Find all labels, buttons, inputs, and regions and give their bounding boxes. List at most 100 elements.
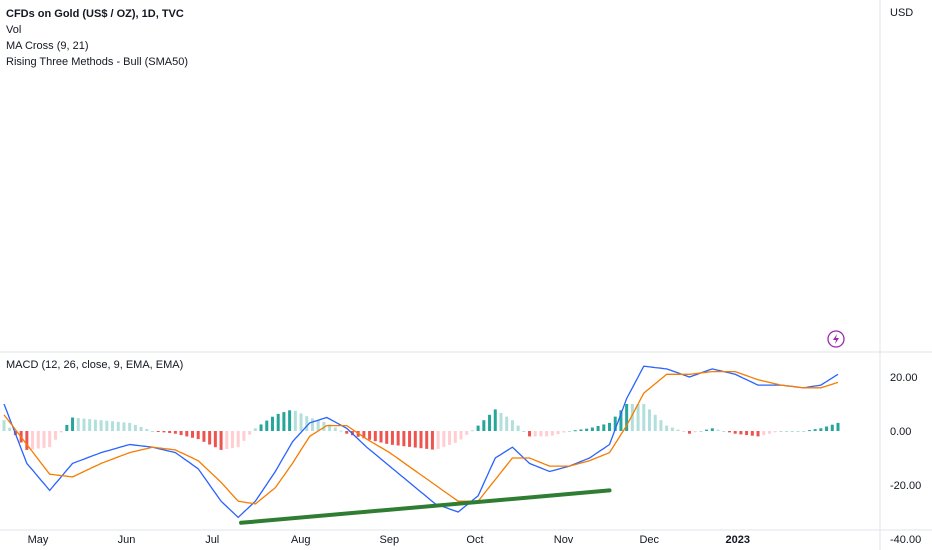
macd-histogram-bar [270, 416, 274, 431]
macd-histogram-bar [693, 431, 697, 433]
macd-histogram-bar [562, 431, 566, 433]
macd-histogram-bar [65, 424, 69, 431]
macd-histogram-bar [727, 431, 731, 433]
macd-histogram-bar [225, 431, 229, 449]
macd-histogram-bar [676, 429, 680, 431]
volume-label[interactable]: Vol [6, 24, 22, 36]
macd-histogram-bar [533, 431, 537, 437]
time-tick-label: Nov [554, 534, 574, 546]
macd-histogram-bar [807, 430, 811, 432]
macd-histogram-bar [790, 431, 794, 432]
macd-histogram-bar [453, 431, 457, 443]
macd-histogram-bar [333, 427, 337, 431]
macd-histogram-bar [133, 424, 137, 431]
macd-histogram-bar [293, 410, 297, 431]
macd-histogram-bar [465, 431, 469, 435]
macd-histogram-bar [88, 419, 92, 431]
macd-histogram-bar [213, 431, 217, 448]
macd-histogram-bar [756, 431, 760, 437]
chart-legend: CFDs on Gold (US$ / OZ), 1D, TVC Vol MA … [6, 6, 188, 70]
macd-histogram-bar [830, 424, 834, 431]
macd-histogram-bar [316, 420, 320, 431]
macd-histogram-bar [76, 418, 80, 431]
macd-histogram-bar [242, 431, 246, 441]
time-tick-label: Oct [466, 534, 483, 546]
macd-histogram-bar [568, 431, 572, 432]
macd-histogram-bar [665, 425, 669, 431]
macd-histogram-bar [339, 430, 343, 432]
macd-histogram-bar [682, 431, 686, 432]
macd-histogram-bar [151, 431, 155, 432]
macd-histogram-bar [59, 431, 63, 433]
macd-histogram-bar [36, 431, 40, 449]
macd-histogram-bar [687, 431, 691, 434]
pattern-label[interactable]: Rising Three Methods - Bull (SMA50) [6, 56, 188, 68]
macd-histogram-bar [288, 410, 292, 431]
macd-histogram-bar [699, 431, 703, 432]
macd-histogram-bar [305, 416, 309, 431]
macd-tick-label: -40.00 [890, 534, 921, 546]
macd-legend[interactable]: MACD (12, 26, close, 9, EMA, EMA) [6, 359, 184, 371]
macd-histogram-bar [716, 429, 720, 431]
macd-histogram-bar [625, 404, 629, 431]
macd-histogram-bar [705, 429, 709, 431]
macd-histogram-bar [248, 431, 252, 435]
macd-histogram-bar [173, 431, 177, 434]
symbol-title[interactable]: CFDs on Gold (US$ / OZ), 1D, TVC [6, 8, 184, 20]
macd-histogram-bar [419, 431, 423, 449]
macd-histogram-bar [328, 424, 332, 431]
lightning-icon-bolt [833, 334, 839, 344]
macd-histogram-bar [516, 425, 520, 431]
macd-histogram-bar [779, 431, 783, 432]
macd-histogram-bar [539, 431, 543, 437]
macd-histogram-bar [162, 431, 166, 433]
macd-histogram-bar [442, 431, 446, 447]
macd-histogram-bar [647, 409, 651, 431]
macd-histogram-bar [168, 431, 172, 434]
macd-histogram-bar [99, 420, 103, 431]
macd-histogram-bar [653, 414, 657, 431]
macd-histogram-bar [739, 431, 743, 435]
macd-histogram-bar [773, 431, 777, 433]
macd-histogram-bar [505, 416, 509, 431]
macd-histogram-bar [48, 431, 52, 448]
macd-histogram-bar [111, 421, 115, 431]
time-tick-label: May [28, 534, 49, 546]
macd-pane [2, 365, 840, 519]
time-tick-label: Aug [291, 534, 311, 546]
macd-histogram-bar [545, 431, 549, 437]
macd-histogram-bar [282, 412, 286, 431]
macd-histogram-bar [208, 431, 212, 445]
macd-histogram-bar [733, 431, 737, 434]
macd-histogram-bar [299, 413, 303, 431]
ma-cross-label[interactable]: MA Cross (9, 21) [6, 40, 89, 52]
macd-histogram-bar [345, 431, 349, 434]
macd-histogram-bar [430, 431, 434, 450]
macd-histogram-bar [619, 410, 623, 431]
macd-histogram-bar [53, 431, 57, 440]
macd-histogram-bar [202, 431, 206, 442]
macd-histogram-bar [813, 429, 817, 431]
macd-histogram-bar [796, 431, 800, 432]
macd-histogram-bar [385, 431, 389, 444]
macd-histogram-bar [8, 427, 12, 431]
macd-histogram-bar [630, 404, 634, 431]
macd-histogram-bar [219, 431, 223, 450]
macd-histogram-bar [722, 431, 726, 432]
macd-histogram-bar [179, 431, 183, 436]
macd-histogram-bar [116, 421, 120, 431]
macd-histogram-bar [482, 420, 486, 431]
macd-tick-label: 20.00 [890, 372, 918, 384]
macd-histogram-bar [122, 422, 126, 431]
macd-histogram-bar [230, 431, 234, 449]
macd-histogram-bar [425, 431, 429, 449]
time-tick-label: Jun [118, 534, 136, 546]
macd-histogram-bar [642, 404, 646, 431]
macd-histogram-bar [156, 431, 160, 432]
macd-histogram-bar [745, 431, 749, 436]
macd-histogram-bar [322, 422, 326, 431]
macd-histogram-bar [528, 431, 532, 437]
macd-histogram-bar [71, 417, 75, 431]
macd-histogram-bar [253, 428, 257, 431]
